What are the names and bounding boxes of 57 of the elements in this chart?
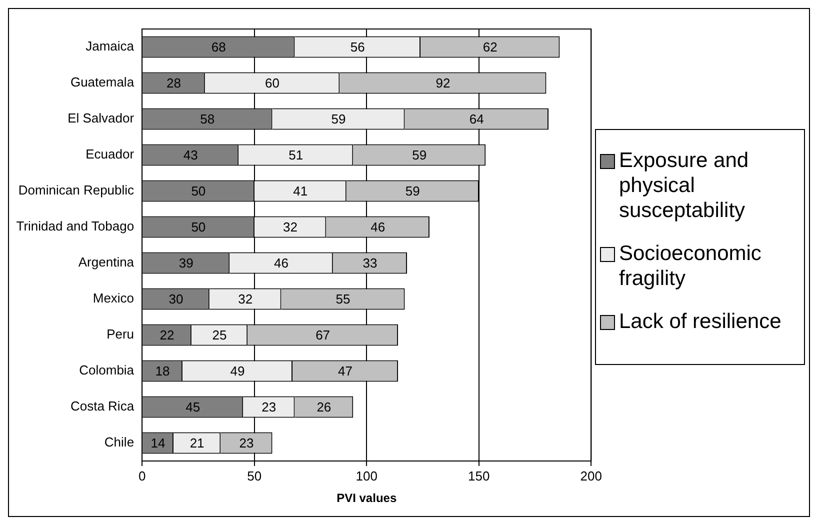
data-label: 39 [178,256,194,271]
data-label: 50 [191,220,206,235]
data-label: 26 [316,400,332,415]
data-label: 62 [482,40,498,55]
y-tick-label: Colombia [79,362,135,378]
data-label: 23 [262,400,276,415]
x-tick-label: 0 [138,468,146,484]
data-label: 55 [336,292,350,307]
data-label: 59 [331,112,346,127]
x-axis-title: PVI values [336,491,397,506]
data-label: 46 [274,256,289,271]
data-label: 28 [166,76,181,91]
data-label: 68 [211,40,226,55]
data-label: 41 [293,184,308,199]
data-label: 64 [469,112,484,127]
y-tick-label: Trinidad and Tobago [16,218,134,234]
data-label: 60 [265,76,280,91]
data-label: 23 [239,436,254,451]
y-tick-label: Peru [106,326,134,342]
data-label: 47 [338,364,353,379]
data-label: 32 [238,292,253,307]
data-label: 59 [412,148,427,163]
data-label: 92 [436,76,450,91]
data-label: 51 [288,148,304,163]
data-label: 25 [212,328,227,343]
data-label: 56 [350,40,365,55]
data-label: 14 [150,436,166,451]
data-label: 30 [168,292,184,307]
data-label: 50 [191,184,206,199]
data-label: 21 [190,436,204,451]
data-label: 45 [186,400,200,415]
y-tick-label: Dominican Republic [18,182,135,198]
legend-label: Socioeconomic fragility [619,241,762,291]
x-tick-label: 100 [356,468,378,484]
data-label: 22 [160,328,174,343]
data-label: 32 [283,220,298,235]
y-tick-label: Ecuador [86,146,135,162]
legend-label: Lack of resilience [619,309,782,334]
x-tick-label: 200 [580,468,602,484]
y-tick-label: Guatemala [70,74,135,90]
data-label: 33 [362,256,378,271]
x-tick-label: 150 [468,468,490,484]
y-tick-label: Argentina [78,254,135,270]
data-label: 59 [405,184,420,199]
y-tick-label: Mexico [92,290,134,306]
y-tick-label: Chile [104,434,134,450]
y-tick-label: El Salvador [68,110,135,126]
data-label: 43 [183,148,198,163]
y-tick-label: Costa Rica [70,398,135,414]
data-label: 67 [316,328,330,343]
data-label: 46 [370,220,386,235]
data-label: 18 [155,364,170,379]
legend-label: Exposure and physical susceptability [619,148,750,223]
x-tick-label: 50 [247,468,262,484]
y-tick-label: Jamaica [86,38,135,54]
data-label: 49 [230,364,245,379]
data-label: 58 [200,112,215,127]
